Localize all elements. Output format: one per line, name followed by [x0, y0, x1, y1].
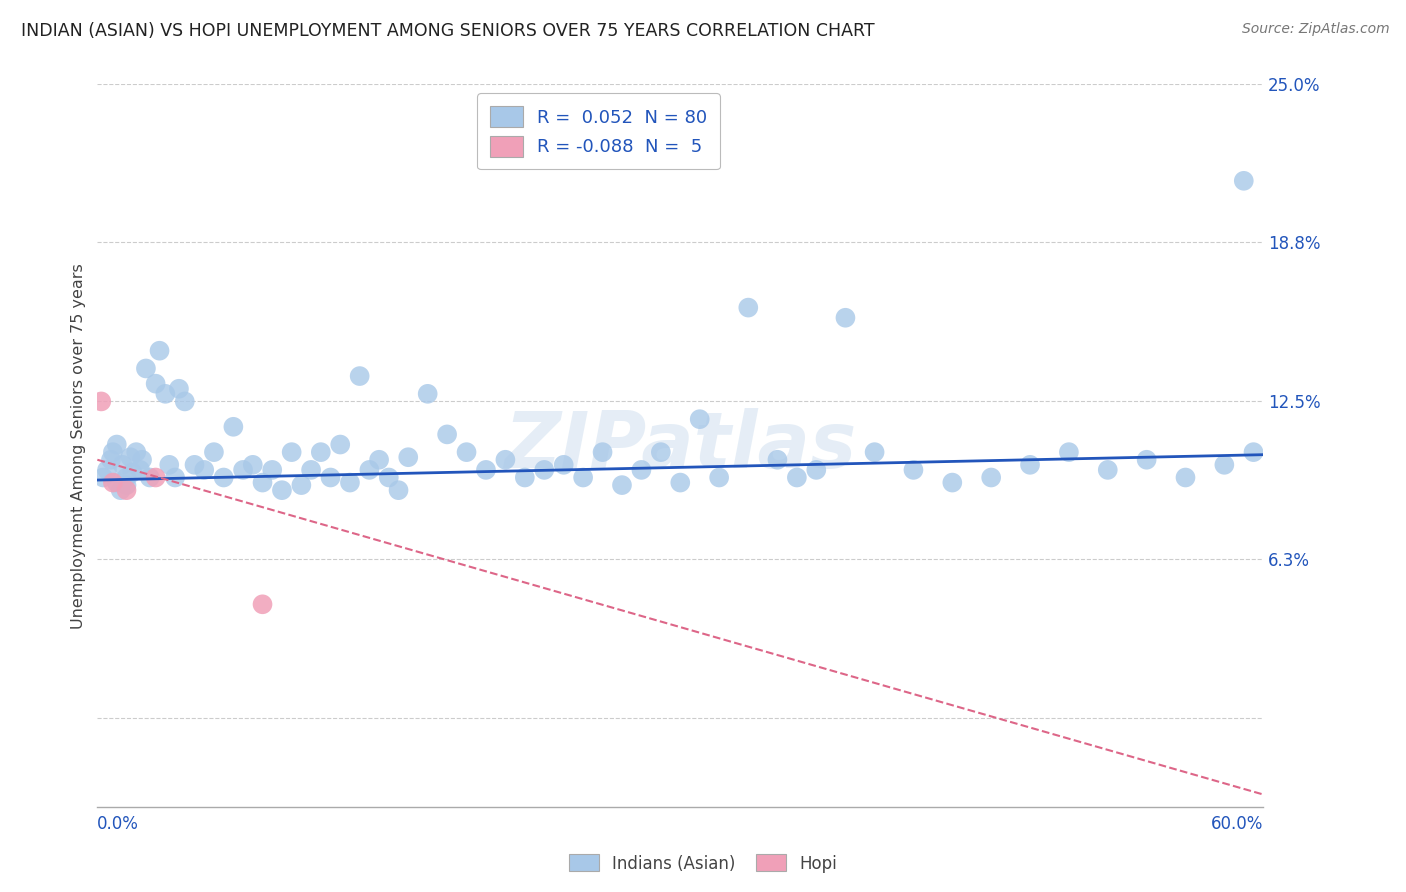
Legend: R =  0.052  N = 80, R = -0.088  N =  5: R = 0.052 N = 80, R = -0.088 N = 5 — [478, 94, 720, 169]
Point — [903, 463, 925, 477]
Point — [100, 452, 122, 467]
Point — [456, 445, 478, 459]
Point — [592, 445, 614, 459]
Point — [309, 445, 332, 459]
Point — [416, 387, 439, 401]
Point — [167, 382, 190, 396]
Point — [252, 597, 274, 611]
Point — [689, 412, 711, 426]
Point — [650, 445, 672, 459]
Text: 60.0%: 60.0% — [1211, 814, 1263, 833]
Text: ZIPatlas: ZIPatlas — [505, 408, 856, 483]
Point — [129, 463, 152, 477]
Point — [111, 458, 134, 472]
Point — [980, 470, 1002, 484]
Point — [378, 470, 401, 484]
Point — [212, 470, 235, 484]
Point — [766, 452, 789, 467]
Point — [1243, 445, 1265, 459]
Point — [572, 470, 595, 484]
Point — [90, 394, 112, 409]
Point — [242, 458, 264, 472]
Point — [193, 463, 215, 477]
Point — [863, 445, 886, 459]
Point — [121, 466, 143, 480]
Point — [96, 463, 118, 477]
Point — [157, 458, 180, 472]
Text: INDIAN (ASIAN) VS HOPI UNEMPLOYMENT AMONG SENIORS OVER 75 YEARS CORRELATION CHAR: INDIAN (ASIAN) VS HOPI UNEMPLOYMENT AMON… — [21, 22, 875, 40]
Point — [319, 470, 342, 484]
Point — [120, 450, 142, 465]
Point — [145, 376, 167, 391]
Point — [271, 483, 294, 498]
Point — [1097, 463, 1119, 477]
Point — [290, 478, 312, 492]
Point — [110, 483, 132, 498]
Point — [610, 478, 633, 492]
Y-axis label: Unemployment Among Seniors over 75 years: Unemployment Among Seniors over 75 years — [72, 263, 86, 629]
Text: 0.0%: 0.0% — [97, 814, 139, 833]
Point — [262, 463, 284, 477]
Point — [359, 463, 381, 477]
Point — [115, 470, 138, 484]
Point — [280, 445, 302, 459]
Point — [1233, 174, 1256, 188]
Point — [339, 475, 361, 490]
Point — [494, 452, 516, 467]
Point — [806, 463, 828, 477]
Point — [299, 463, 322, 477]
Point — [1057, 445, 1080, 459]
Point — [737, 301, 759, 315]
Point — [139, 470, 162, 484]
Point — [135, 361, 157, 376]
Point — [115, 483, 138, 498]
Point — [183, 458, 205, 472]
Point — [1174, 470, 1197, 484]
Point — [475, 463, 498, 477]
Point — [329, 437, 352, 451]
Point — [125, 445, 148, 459]
Point — [786, 470, 808, 484]
Point — [91, 470, 114, 484]
Point — [105, 475, 128, 490]
Point — [941, 475, 963, 490]
Point — [101, 475, 124, 490]
Point — [173, 394, 195, 409]
Point — [145, 470, 167, 484]
Point — [396, 450, 419, 465]
Point — [630, 463, 652, 477]
Point — [349, 369, 371, 384]
Point — [105, 437, 128, 451]
Point — [669, 475, 692, 490]
Point — [222, 419, 245, 434]
Point — [707, 470, 730, 484]
Text: Source: ZipAtlas.com: Source: ZipAtlas.com — [1241, 22, 1389, 37]
Point — [1136, 452, 1159, 467]
Point — [1213, 458, 1236, 472]
Point — [368, 452, 391, 467]
Point — [115, 478, 138, 492]
Point — [131, 452, 153, 467]
Point — [232, 463, 254, 477]
Point — [202, 445, 225, 459]
Point — [387, 483, 409, 498]
Point — [148, 343, 170, 358]
Point — [1019, 458, 1042, 472]
Point — [252, 475, 274, 490]
Point — [533, 463, 555, 477]
Legend: Indians (Asian), Hopi: Indians (Asian), Hopi — [562, 847, 844, 880]
Point — [436, 427, 458, 442]
Point — [513, 470, 536, 484]
Point — [165, 470, 187, 484]
Point — [553, 458, 575, 472]
Point — [101, 445, 124, 459]
Point — [155, 387, 177, 401]
Point — [834, 310, 856, 325]
